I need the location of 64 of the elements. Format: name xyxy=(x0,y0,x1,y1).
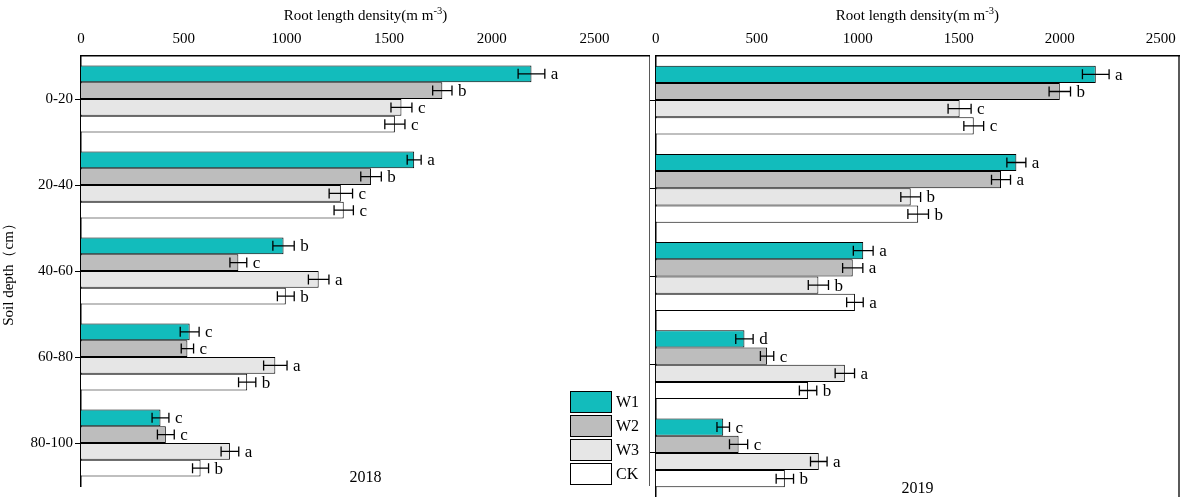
y-tick-label: 40-60 xyxy=(38,261,73,278)
data-label: c xyxy=(359,200,368,220)
data-label: c xyxy=(735,417,744,437)
data-label: b xyxy=(261,372,271,392)
data-label: c xyxy=(753,434,762,454)
data-label: c xyxy=(410,114,419,134)
data-label: a xyxy=(860,363,869,383)
data-label: b xyxy=(834,275,843,295)
data-label: b xyxy=(799,469,809,489)
y-tick-label: 20-40 xyxy=(38,175,73,192)
data-label: a xyxy=(244,441,253,461)
data-label: c xyxy=(358,183,367,203)
data-label: c xyxy=(977,99,986,119)
data-label: a xyxy=(869,292,878,312)
data-label: b xyxy=(387,167,396,187)
data-label: c xyxy=(180,425,189,445)
x-tick-label: 1500 xyxy=(943,29,974,46)
y-axis-title: Soil depth（cm） xyxy=(0,216,16,326)
x-tick-label: 500 xyxy=(745,29,769,46)
x-tick-label: 1000 xyxy=(271,29,302,46)
data-label: a xyxy=(1031,152,1040,172)
data-label: b xyxy=(822,380,832,400)
data-label: a xyxy=(550,64,559,84)
x-tick-label: 2000 xyxy=(476,29,507,46)
y-tick-label: 60-80 xyxy=(38,347,73,364)
data-label: a xyxy=(334,269,343,289)
data-label: d xyxy=(759,329,769,349)
data-label: c xyxy=(199,339,208,359)
data-label: c xyxy=(205,322,214,342)
x-tick-label: 1500 xyxy=(374,29,405,46)
x-tick-label: 2500 xyxy=(579,29,610,46)
x-tick-label: 2500 xyxy=(1145,29,1176,46)
data-label: b xyxy=(1076,81,1086,101)
data-label: a xyxy=(427,150,436,170)
x-tick-label: 500 xyxy=(172,29,195,46)
data-label: b xyxy=(300,236,309,256)
data-label: a xyxy=(833,451,842,471)
data-label: b xyxy=(300,286,309,306)
x-tick-label: 0 xyxy=(652,29,660,46)
data-label: c xyxy=(174,408,183,428)
data-label: a xyxy=(1115,64,1124,84)
data-label: a xyxy=(868,258,877,278)
x-tick-label: 1000 xyxy=(842,29,873,46)
data-label: b xyxy=(926,187,936,207)
text: CK xyxy=(616,465,639,483)
data-label: a xyxy=(1016,170,1025,190)
x-tick-label: 2000 xyxy=(1044,29,1075,46)
data-label: c xyxy=(989,116,998,136)
y-tick-label: 80-100 xyxy=(30,433,73,450)
data-label: c xyxy=(779,346,788,366)
data-label: c xyxy=(417,97,426,117)
data-label: a xyxy=(293,355,302,375)
legend-label: W2 xyxy=(616,417,640,435)
y-tick-label: 0-20 xyxy=(45,89,73,106)
legend-label: W3 xyxy=(616,441,640,459)
legend-label: W1 xyxy=(616,393,640,411)
data-label: b xyxy=(457,81,467,101)
x-tick-label: 0 xyxy=(77,29,85,46)
data-label: c xyxy=(252,253,261,273)
data-label: b xyxy=(214,458,224,478)
data-label: a xyxy=(879,241,888,261)
data-label: b xyxy=(934,204,943,224)
annotation: 2018 xyxy=(349,468,382,486)
annotation: 2019 xyxy=(901,479,934,497)
